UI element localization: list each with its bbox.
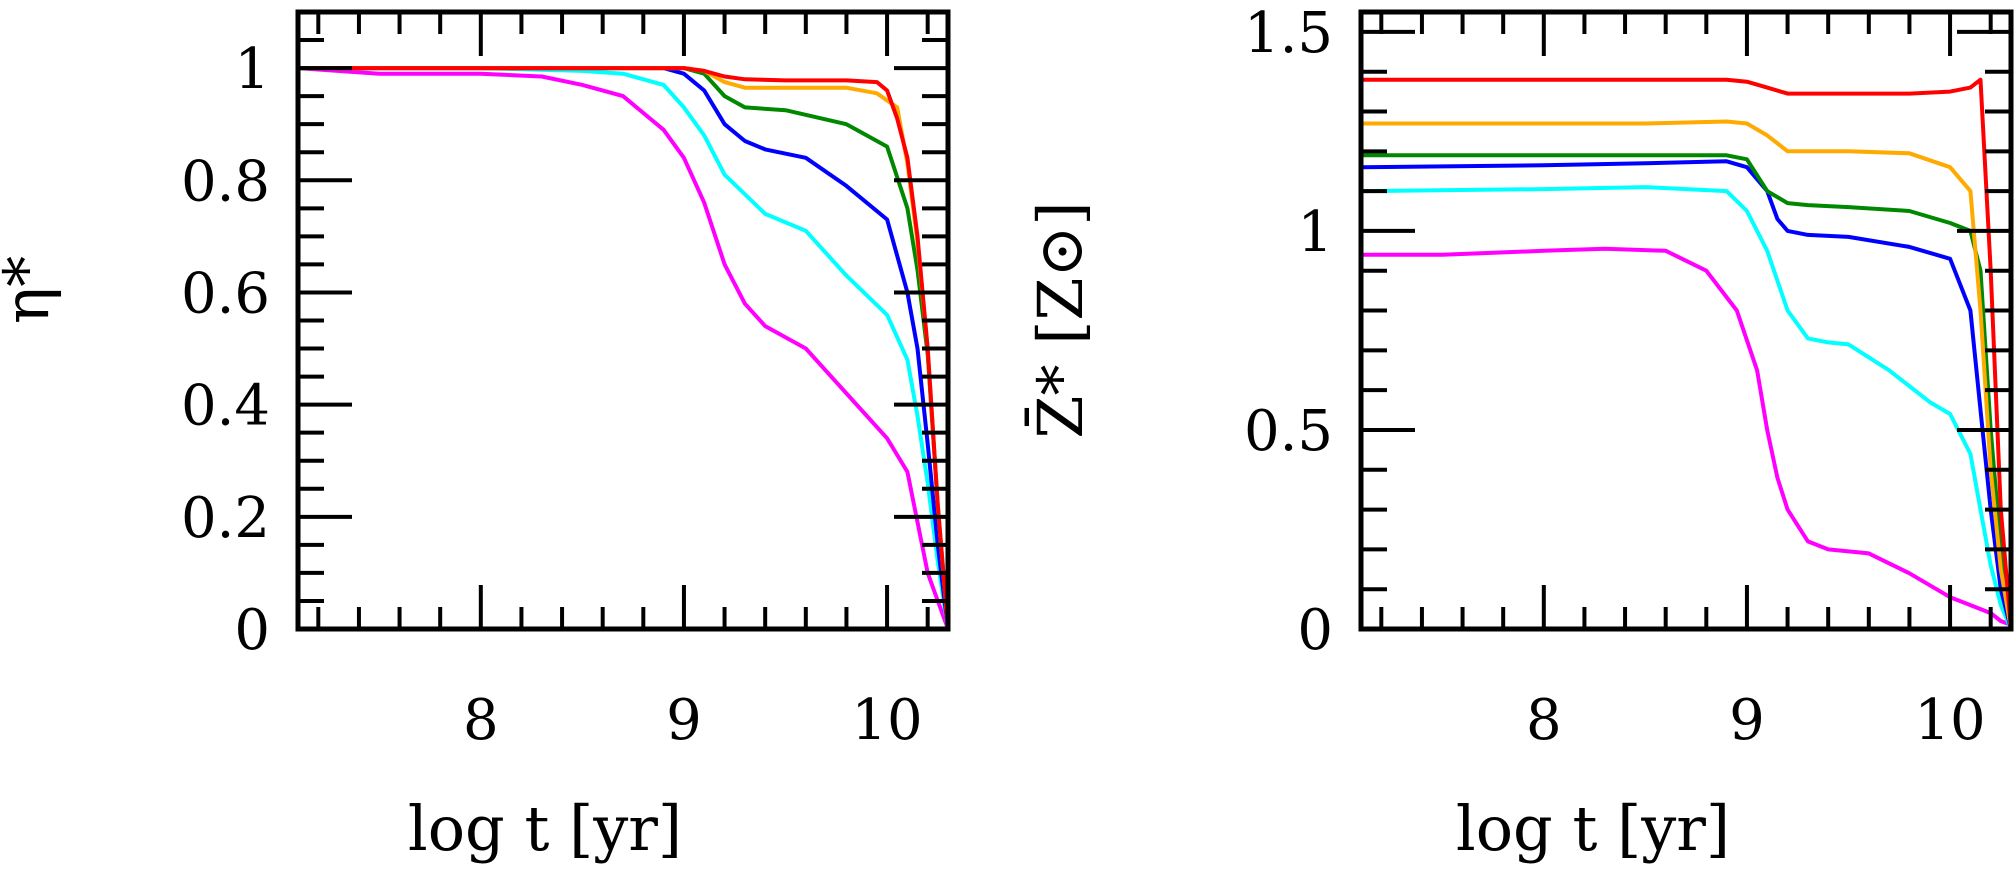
panel-eta: η* log t [yr] 8 9 10 0 0.2 0.4 0.6 0.8 1 [0, 9, 951, 865]
y-tick-label: 1.5 [1244, 1, 1333, 66]
tick-label-group: 8 9 10 0 0.2 0.4 0.6 0.8 1 [181, 37, 923, 753]
series-line-5 [1359, 119, 2013, 631]
x-tick-label: 9 [1729, 688, 1765, 753]
y-tick-label: 0.5 [1244, 399, 1333, 464]
series-line-2 [296, 66, 950, 631]
series-line-3 [1359, 159, 2013, 631]
y-axis-label-eta: η* [0, 256, 63, 324]
x-axis-label: log t [yr] [1456, 792, 1730, 865]
series-line-4 [296, 66, 950, 631]
series-line-1 [296, 66, 950, 631]
plot-area: 8 9 10 0 0.2 0.4 0.6 0.8 1 [181, 9, 951, 753]
y-axis-label-text: η* [0, 256, 63, 324]
tick-label-group: 8 9 10 0 0.5 1 1.5 [1244, 1, 1986, 753]
y-tick-label: 0.8 [181, 149, 270, 214]
series-group [296, 66, 950, 631]
series-line-1 [1359, 246, 2013, 627]
y-tick-label: 0.4 [181, 374, 270, 439]
series-line-4 [1359, 153, 2013, 631]
series-line-3 [296, 66, 950, 631]
x-axis-label: log t [yr] [408, 792, 682, 865]
y-tick-label: 0.6 [181, 261, 270, 326]
plot-frame [1358, 9, 2014, 632]
x-tick-label: 8 [463, 688, 499, 753]
series-group [1359, 77, 2013, 631]
y-tick-label: 0 [1297, 598, 1333, 663]
series-line-6 [296, 66, 950, 631]
plot-frame [295, 9, 951, 632]
tick-group [1361, 12, 2011, 631]
x-tick-label: 9 [666, 688, 702, 753]
y-axis-label-metallicity: Z̄* [Z⊙] [1024, 201, 1097, 438]
y-tick-label: 1 [1297, 200, 1333, 265]
y-axis-label-text: Z̄* [Z⊙] [1024, 201, 1097, 438]
tick-group [298, 10, 948, 631]
y-tick-label: 1 [234, 37, 270, 102]
x-tick-label: 8 [1526, 688, 1562, 753]
x-tick-label: 10 [1914, 688, 1985, 753]
panel-metallicity: Z̄* [Z⊙] log t [yr] 8 9 10 0 0.5 1 1.5 [1024, 1, 2014, 865]
x-tick-label: 10 [851, 688, 922, 753]
y-tick-label: 0.2 [181, 486, 270, 551]
y-tick-label: 0 [234, 598, 270, 663]
series-line-5 [296, 66, 950, 631]
plot-area: 8 9 10 0 0.5 1 1.5 [1244, 1, 2014, 753]
series-line-6 [1359, 77, 2013, 631]
series-line-2 [1359, 185, 2013, 631]
